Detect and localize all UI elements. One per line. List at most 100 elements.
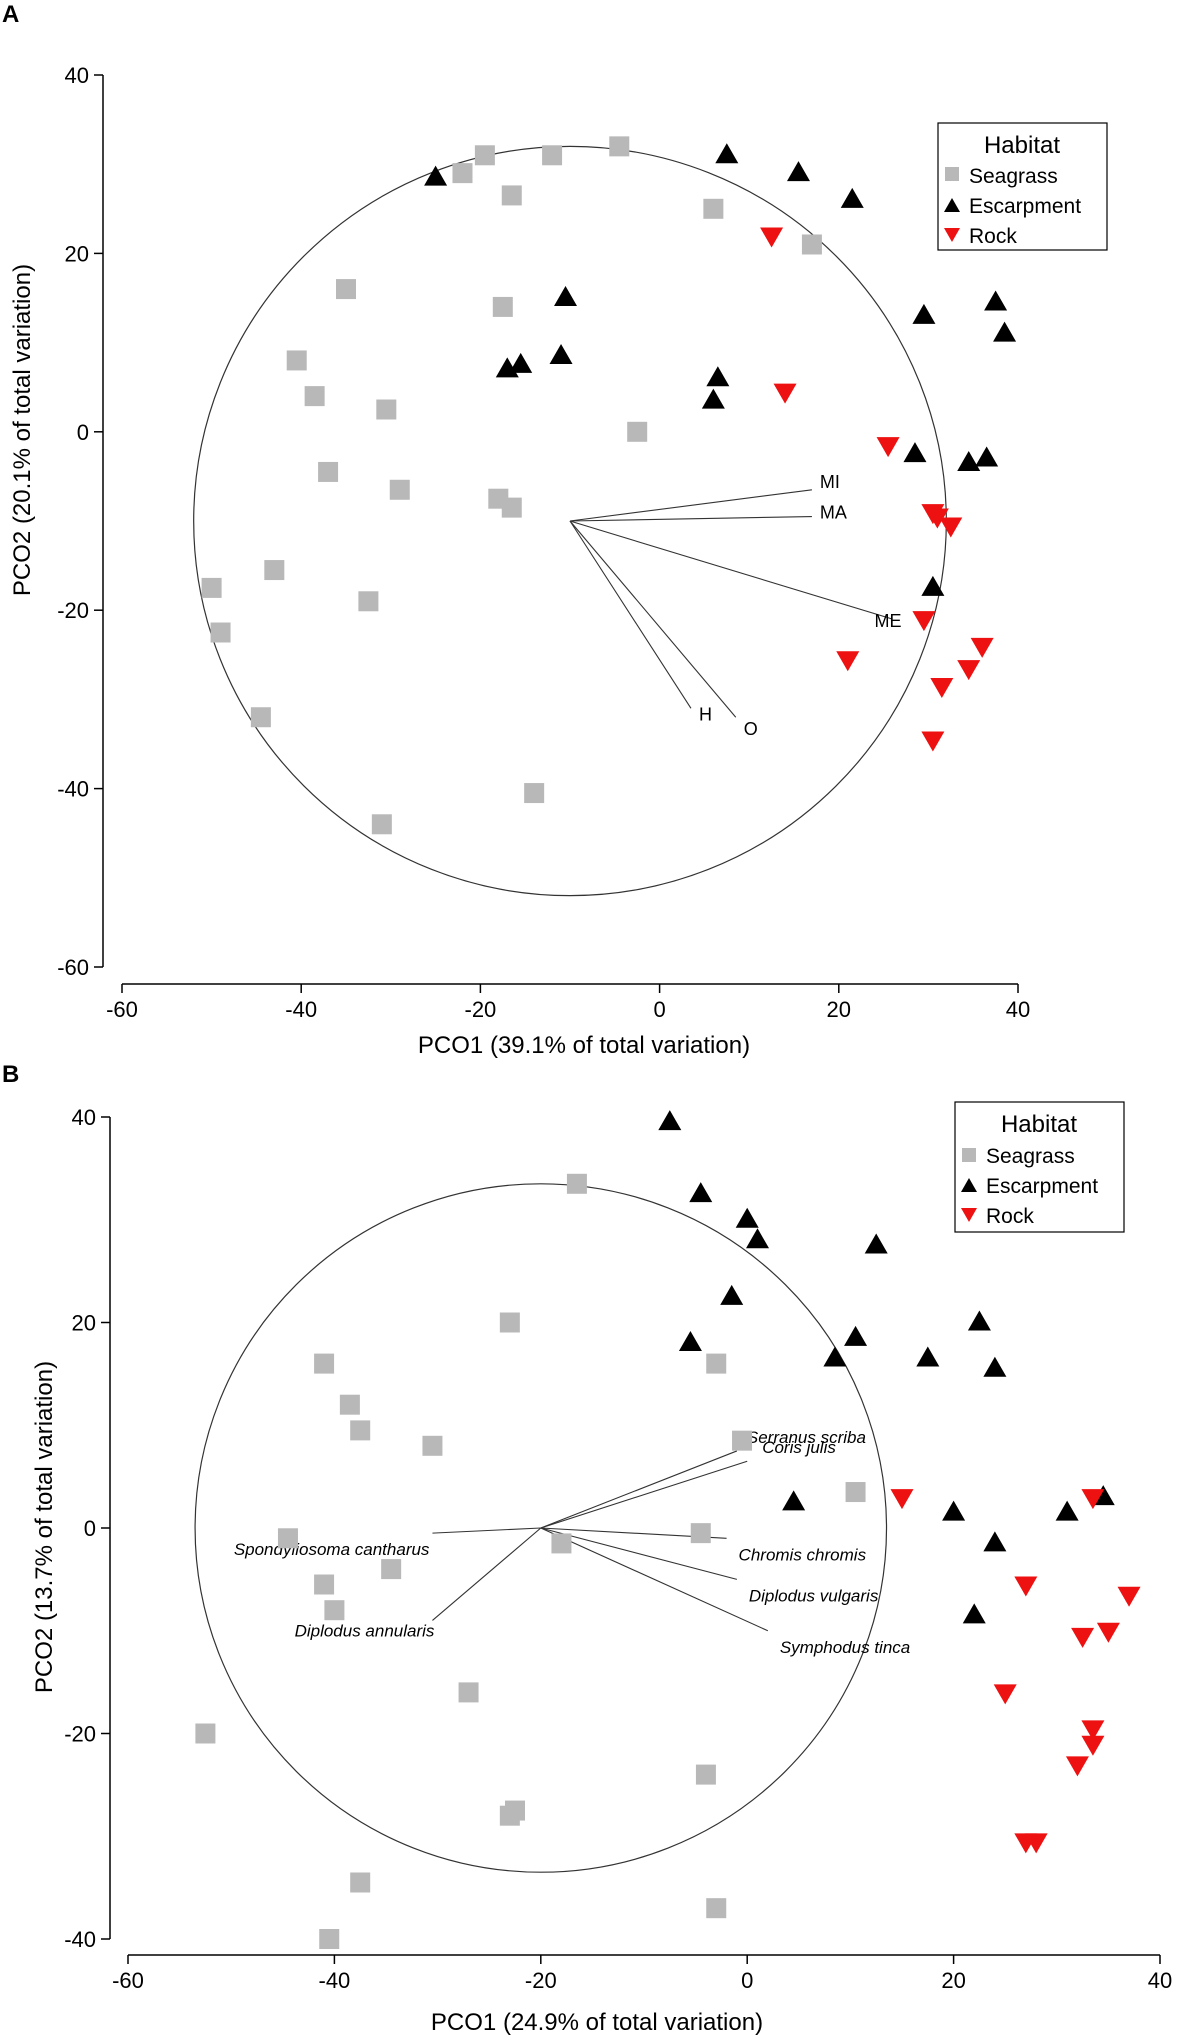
panel-b-vector-line xyxy=(540,1460,748,1529)
panel-a-point-escarpment xyxy=(424,165,448,186)
panel-a-vector-line xyxy=(569,520,737,718)
panel-b-point-escarpment xyxy=(942,1500,966,1521)
panel-a-vector-label: ME xyxy=(875,611,902,631)
panel-a-point-seagrass xyxy=(210,622,231,643)
panel-b-point-seagrass xyxy=(499,1312,520,1333)
panel-a-point-rock xyxy=(760,227,784,248)
panel-a-x-tick-label: -60 xyxy=(106,997,138,1022)
panel-a-y-tick-label: 20 xyxy=(65,241,89,266)
panel-b-point-seagrass xyxy=(566,1173,587,1194)
panel-b-x-tick-label: 20 xyxy=(941,1968,965,1993)
panel-a-legend-rock-triangle-icon xyxy=(944,228,960,242)
panel-a-vector-line xyxy=(569,489,812,522)
panel-a-point-escarpment xyxy=(840,187,864,208)
panel-a-point-seagrass xyxy=(286,350,307,371)
panel-b-point-rock xyxy=(1081,1735,1105,1756)
panel-a-point-seagrass xyxy=(250,707,271,728)
panel-a-point-escarpment xyxy=(984,290,1008,311)
panel-b-vector-label: Chromis chromis xyxy=(739,1545,867,1564)
panel-a-point-seagrass xyxy=(501,185,522,206)
panel-b-point-escarpment xyxy=(746,1228,770,1249)
panel-b-point-seagrass xyxy=(277,1528,298,1549)
panel-b-point-seagrass xyxy=(422,1435,443,1456)
panel-b-point-seagrass xyxy=(458,1682,479,1703)
panel-a-x-tick-label: 0 xyxy=(653,997,665,1022)
panel-a-vector-line xyxy=(569,515,812,522)
panel-a-point-rock xyxy=(921,731,945,752)
panel-b-vector-line xyxy=(540,1527,769,1632)
panel-a-point-rock xyxy=(939,517,963,538)
panel-b-point-escarpment xyxy=(962,1603,986,1624)
panel-b-point-escarpment xyxy=(678,1331,702,1352)
panel-b-legend-escarpment-triangle-icon xyxy=(961,1178,977,1192)
panel-b-y-tick-label: 40 xyxy=(72,1105,96,1130)
panel-a-point-seagrass xyxy=(609,136,630,157)
panel-b-vector-label: Diplodus vulgaris xyxy=(749,1586,879,1605)
panel-b-y-tick-label: -20 xyxy=(64,1722,96,1747)
panel-a-legend-escarpment: Escarpment xyxy=(969,195,1081,218)
panel-a-point-escarpment xyxy=(921,575,945,596)
panel-a-point-escarpment xyxy=(993,321,1017,342)
panel-a-point-seagrass xyxy=(492,296,513,317)
panel-b-point-seagrass xyxy=(339,1394,360,1415)
panel-a-point-escarpment xyxy=(957,451,981,472)
panel-a-point-rock xyxy=(773,383,797,404)
panel-b-point-rock xyxy=(1065,1756,1089,1777)
panel-b-x-tick-label: -40 xyxy=(319,1968,351,1993)
panel-b-point-seagrass xyxy=(195,1723,216,1744)
panel-b-legend-escarpment: Escarpment xyxy=(986,1175,1098,1198)
panel-a-point-seagrass xyxy=(474,145,495,166)
panel-a-point-escarpment xyxy=(554,286,578,306)
panel-b-legend-rock-triangle-icon xyxy=(961,1208,977,1222)
panel-b-point-seagrass xyxy=(350,1420,371,1441)
panel-b-vector-line xyxy=(540,1527,738,1580)
panel-b-point-escarpment xyxy=(844,1325,868,1346)
panel-b-legend-seagrass-square-icon xyxy=(962,1148,976,1162)
panel-b-point-escarpment xyxy=(782,1490,806,1511)
panel-a-point-rock xyxy=(957,660,981,681)
panel-b-vector-label: Serranus scriba xyxy=(747,1428,866,1447)
panel-a-point-seagrass xyxy=(501,497,522,518)
panel-a-y-tick-label: -60 xyxy=(57,955,89,980)
panel-b-label: B xyxy=(2,1061,19,1088)
panel-b-y-axis-title: PCO2 (13.7% of total variation) xyxy=(31,1361,58,1693)
panel-a-point-rock xyxy=(925,508,949,529)
panel-a-x-axis-title: PCO1 (39.1% of total variation) xyxy=(418,1032,750,1059)
panel-b-point-seagrass xyxy=(706,1898,727,1919)
panel-a-point-escarpment xyxy=(786,161,810,182)
panel-a-point-escarpment xyxy=(706,366,730,387)
panel-a-point-rock xyxy=(836,651,860,672)
panel-b-x-tick-label: -20 xyxy=(525,1968,557,1993)
panel-b-x-tick-label: -60 xyxy=(112,1968,144,1993)
panel-b-point-seagrass xyxy=(732,1430,753,1451)
panel-b-legend-title: Habitat xyxy=(1001,1111,1077,1138)
panel-a-point-escarpment xyxy=(912,303,936,324)
panel-b-point-escarpment xyxy=(823,1346,847,1367)
panel-b-point-seagrass xyxy=(350,1872,371,1893)
panel-b-vector-label: Coris julis xyxy=(762,1438,836,1457)
panel-b-y-tick-label: -40 xyxy=(64,1927,96,1952)
panel-a-legend-box xyxy=(937,122,1108,251)
panel-a-vector-line xyxy=(569,520,893,620)
panel-a-point-escarpment xyxy=(903,442,927,463)
panel-a-point-seagrass xyxy=(264,560,285,581)
panel-b-point-rock xyxy=(1117,1586,1141,1607)
panel-b-point-seagrass xyxy=(690,1523,711,1544)
panel-a-point-seagrass xyxy=(542,145,563,166)
panel-b-point-rock xyxy=(890,1489,914,1510)
panel-b-point-rock xyxy=(993,1684,1017,1705)
panel-b-point-rock xyxy=(1081,1489,1105,1510)
panel-a-x-tick-label: 40 xyxy=(1006,997,1030,1022)
panel-a-vector-line xyxy=(569,520,692,709)
panel-b-point-rock xyxy=(1081,1720,1105,1741)
panel-a-vector-label: O xyxy=(744,719,758,739)
panel-a-point-seagrass xyxy=(336,279,356,300)
panel-b-point-rock xyxy=(1024,1833,1048,1854)
panel-b-point-rock xyxy=(1071,1627,1095,1648)
panel-a-point-seagrass xyxy=(627,421,648,442)
panel-a-legend-title: Habitat xyxy=(984,132,1060,159)
panel-a-point-seagrass xyxy=(371,814,392,835)
panel-a-point-rock xyxy=(876,437,900,458)
panel-b-point-seagrass xyxy=(314,1574,335,1595)
